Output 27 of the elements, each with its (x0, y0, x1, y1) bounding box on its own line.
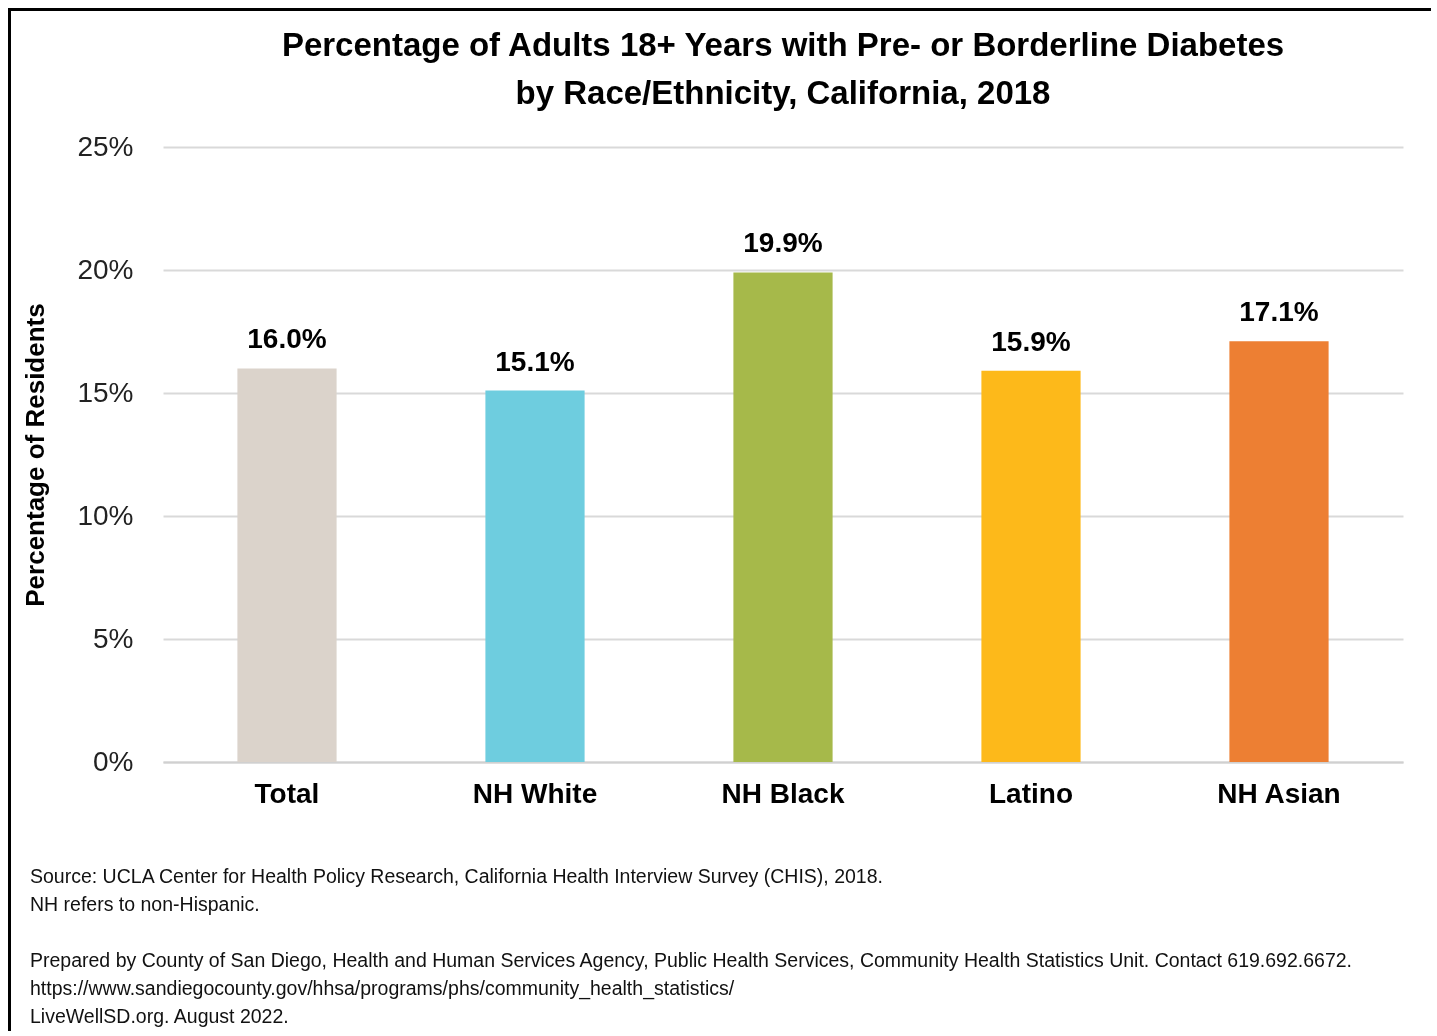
data-label: 15.1% (495, 345, 575, 377)
x-tick-label: Latino (989, 777, 1073, 809)
data-label: 15.9% (991, 325, 1071, 357)
y-tick-label: 20% (77, 253, 134, 285)
text: Prepared by County of San Diego, Health and Human Services Agency, Public Health Services, Community Health Statistics Unit. Contact 619.692.6672. (30, 948, 1352, 973)
x-tick-label: NH Black (721, 777, 845, 809)
chart-title: Percentage of Adults 18+ Years with Pre- or Borderline Diabetes by Race/Ethnicity, California, 2018 (281, 26, 1285, 111)
y-tick-label: 0% (93, 745, 134, 777)
bar (733, 272, 833, 762)
y-tick-label: 5% (93, 622, 134, 654)
bar (981, 370, 1081, 762)
source-note: Source: UCLA Center for Health Policy Research, California Health Interview Survey (CHIS), 2018. (30, 864, 884, 889)
text: NH refers to non-Hispanic. (30, 892, 261, 917)
x-tick-label: NH White (472, 777, 598, 809)
data-label: 16.0% (247, 323, 327, 355)
text: https://www.sandiegocounty.gov/hhsa/programs/phs/community_health_statistics/ (30, 976, 736, 1002)
x-tick-label: Total (254, 777, 320, 809)
text: LiveWellSD.org. August 2022. (30, 1004, 290, 1029)
y-tick-label: 10% (77, 499, 134, 531)
bar (1229, 341, 1329, 762)
data-label: 17.1% (1239, 296, 1319, 328)
y-tick-label: 25% (77, 130, 134, 162)
data-label: 19.9% (743, 227, 823, 259)
y-axis-title: Percentage of Residents (20, 303, 51, 607)
bar (485, 390, 585, 762)
x-tick-label: NH Asian (1217, 777, 1341, 809)
y-tick-label: 15% (77, 376, 134, 408)
